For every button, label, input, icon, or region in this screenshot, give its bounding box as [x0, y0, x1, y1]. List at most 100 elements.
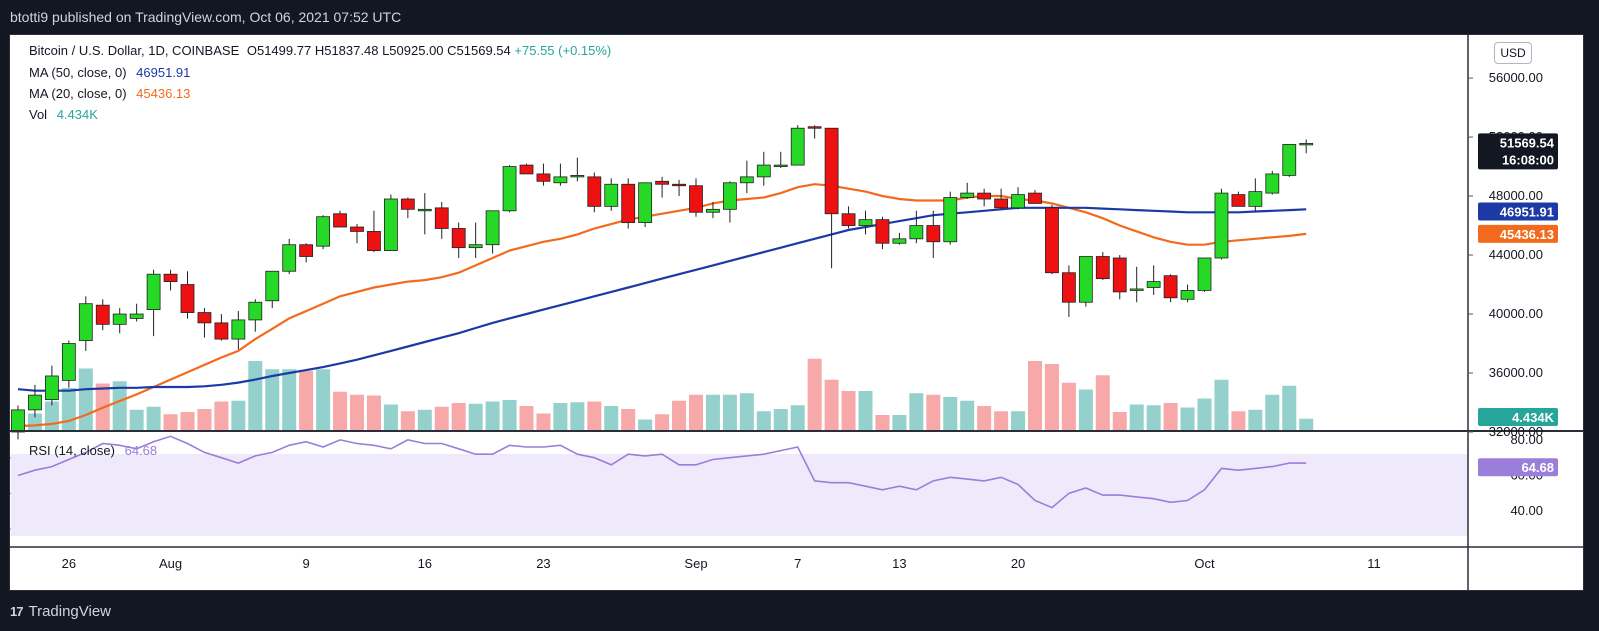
- volume-bar: [536, 413, 551, 430]
- volume-bar: [1163, 403, 1178, 430]
- candle-body: [790, 127, 805, 166]
- rsi-band: [11, 454, 1468, 536]
- volume-bar: [1248, 409, 1263, 430]
- candle-body: [434, 207, 449, 229]
- vol-value: 4.434K: [56, 107, 98, 122]
- price-tick-label: 48000.00: [1489, 188, 1543, 203]
- publish-header: btotti9 published on TradingView.com, Oc…: [0, 0, 1599, 34]
- volume-bar: [705, 394, 720, 430]
- volume-bar: [722, 394, 737, 430]
- rsi-tick-label: 40.00: [1510, 503, 1543, 518]
- volume-bar: [790, 405, 805, 430]
- volume-bar: [672, 400, 687, 430]
- rsi-tick-label: 80.00: [1510, 432, 1543, 447]
- candle-body: [1180, 290, 1195, 300]
- candle-body: [994, 198, 1008, 209]
- candle-body: [587, 176, 602, 207]
- candle-series: [11, 125, 1314, 440]
- footer-brand: TradingView: [28, 602, 112, 620]
- candle-body: [316, 216, 331, 247]
- volume-bar: [689, 394, 703, 430]
- volume-bar: [316, 369, 331, 430]
- candle-body: [1248, 191, 1263, 207]
- volume-bar: [1028, 361, 1042, 430]
- time-tick-label: 23: [536, 556, 550, 571]
- chart-svg[interactable]: 56000.0052000.0048000.0044000.0040000.00…: [10, 35, 1583, 590]
- currency-button[interactable]: USD: [1494, 42, 1532, 64]
- volume-bar: [61, 388, 76, 430]
- candle-body: [875, 219, 890, 244]
- candle-body: [570, 175, 585, 178]
- candle-body: [926, 225, 941, 243]
- candle-body: [892, 238, 907, 244]
- candle-body: [299, 244, 314, 257]
- candle-body: [265, 270, 280, 302]
- rsi-label: RSI (14, close): [29, 443, 115, 458]
- ma50-price-label-box: [1478, 202, 1558, 221]
- volume-bar: [909, 393, 924, 430]
- volume-bar: [841, 391, 856, 430]
- candle-body: [773, 164, 788, 167]
- volume-bar: [994, 411, 1009, 430]
- volume-bar: [638, 419, 653, 430]
- ma20-label: MA (20, close, 0): [29, 86, 127, 101]
- candle-body: [282, 244, 297, 272]
- volume-bar: [570, 402, 585, 430]
- time-tick-label: 7: [794, 556, 801, 571]
- legend-ma50: MA (50, close, 0) 46951.91: [29, 65, 190, 80]
- time-tick-label: Oct: [1194, 556, 1215, 571]
- change-value: +75.55 (+0.15%): [514, 43, 612, 58]
- candle-body: [977, 192, 992, 200]
- volume-bar: [1011, 411, 1026, 430]
- volume-bar: [807, 358, 822, 430]
- candle-body: [1282, 144, 1297, 176]
- candle-body: [146, 273, 161, 310]
- volume-bar: [519, 406, 534, 430]
- ohlc-values: O51499.77 H51837.48 L50925.00 C51569.54 …: [247, 43, 611, 58]
- price-tick-label: 56000.00: [1489, 70, 1543, 85]
- candle-body: [28, 394, 42, 411]
- volume-bar: [621, 409, 636, 430]
- volume-bar: [163, 414, 178, 430]
- candle-body: [1095, 256, 1110, 280]
- candle-body: [197, 312, 212, 324]
- candle-body: [417, 208, 432, 212]
- tradingview-logo-icon: 17: [10, 603, 24, 619]
- candle-body: [1011, 194, 1025, 209]
- ma50-label: MA (50, close, 0): [29, 65, 127, 80]
- candle-body: [333, 213, 347, 228]
- candle-body: [1078, 256, 1093, 303]
- volume-bar: [756, 411, 771, 430]
- legend-rsi: RSI (14, close) 64.68: [29, 443, 157, 458]
- candle-body: [858, 219, 873, 226]
- candle-body: [1028, 192, 1042, 204]
- volume-bar: [1265, 394, 1280, 430]
- candle-body: [383, 198, 398, 252]
- rsi-price-label-text: 64.68: [1521, 460, 1554, 475]
- ma20-value: 45436.13: [136, 86, 191, 101]
- ma50-price-label-text: 46951.91: [1500, 205, 1554, 220]
- volume-price-label-text: 4.434K: [1512, 410, 1555, 425]
- candle-body: [672, 183, 686, 187]
- candle-body: [1163, 275, 1178, 299]
- candle-body: [723, 182, 737, 210]
- ma20-price-label-box: [1478, 224, 1558, 243]
- candle-body: [11, 409, 25, 433]
- candle-body: [95, 304, 110, 325]
- ma20-series: [17, 183, 1307, 428]
- candle-body: [824, 127, 839, 215]
- legend-vol: Vol 4.434K: [29, 107, 98, 122]
- volume-bar: [485, 401, 500, 430]
- volume-bar: [739, 393, 754, 430]
- candle-body: [1146, 281, 1161, 288]
- publish-header-text: btotti9 published on TradingView.com, Oc…: [10, 9, 402, 25]
- candle-body: [1265, 173, 1280, 194]
- volume-bar: [451, 403, 466, 430]
- candle-body: [807, 126, 822, 129]
- rsi-line: [17, 435, 1307, 509]
- volume-bar: [1231, 411, 1246, 430]
- candle-body: [502, 166, 517, 212]
- volume-bar: [1146, 405, 1161, 430]
- candle-body: [78, 303, 93, 341]
- candle-body: [1062, 272, 1076, 303]
